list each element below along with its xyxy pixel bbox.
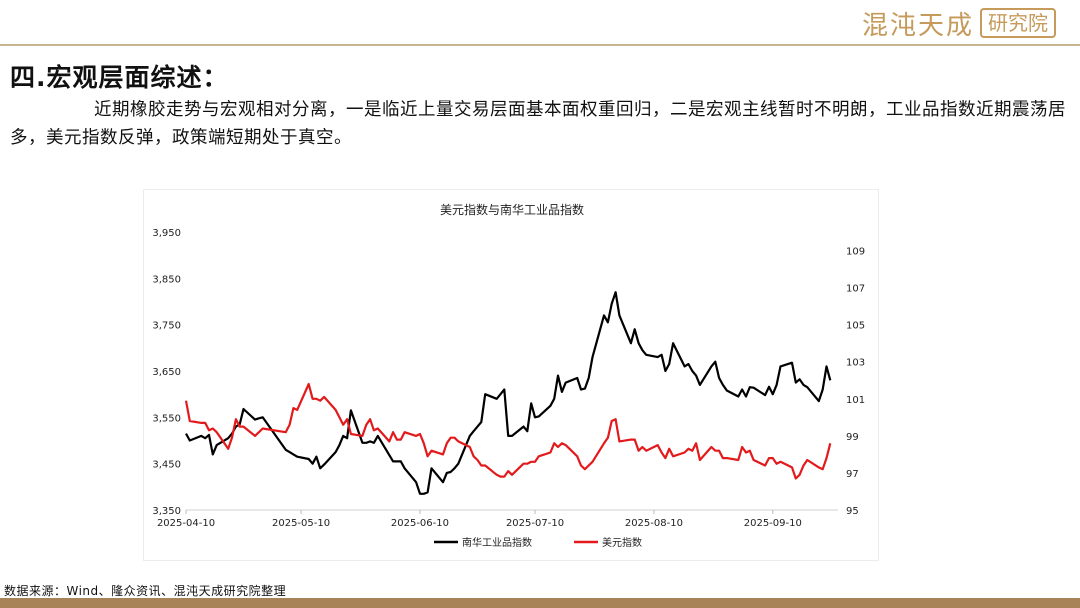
header-divider xyxy=(0,44,1080,46)
y-right-tick-label: 103 xyxy=(846,358,865,369)
y-right-tick-label: 101 xyxy=(846,395,865,406)
y-right-tick-label: 97 xyxy=(846,469,859,480)
source-note: 数据来源：Wind、隆众资讯、混沌天成研究院整理 xyxy=(4,584,287,598)
y-right-tick-label: 107 xyxy=(846,284,865,295)
logo-institute-badge: 研究院 xyxy=(980,8,1056,38)
x-tick-label: 2025-04-10 xyxy=(157,518,215,529)
y-right-tick-label: 95 xyxy=(846,506,859,517)
x-tick-label: 2025-06-10 xyxy=(391,518,449,529)
summary-paragraph: 近期橡胶走势与宏观相对分离，一是临近上量交易层面基本面权重回归，二是宏观主线暂时… xyxy=(10,100,1066,148)
x-tick-label: 2025-08-10 xyxy=(625,518,683,529)
y-left-tick-label: 3,650 xyxy=(152,367,181,378)
y-left-tick-label: 3,950 xyxy=(152,228,181,239)
y-left-tick-label: 3,350 xyxy=(152,506,181,517)
y-left-tick-label: 3,750 xyxy=(152,321,181,332)
y-left-tick-label: 3,850 xyxy=(152,274,181,285)
logo-brand-text: 混沌天成 xyxy=(861,10,974,41)
y-right-tick-label: 105 xyxy=(846,321,865,332)
line-chart: 美元指数与南华工业品指数 3,350 3,450 3,550 3,650 3,750 3,8… xyxy=(152,202,865,549)
legend-label: 美元指数 xyxy=(602,536,642,549)
y-left-tick-label: 3,450 xyxy=(152,460,181,471)
section-title: 四.宏观层面综述： xyxy=(10,63,229,92)
footer-bar xyxy=(0,598,1080,608)
y-right-tick-label: 99 xyxy=(846,432,859,443)
brand-logo: 混沌天成 研究院 xyxy=(862,8,1056,41)
x-tick-label: 2025-07-10 xyxy=(506,518,564,529)
chart-card: 美元指数与南华工业品指数 3,350 3,450 3,550 3,650 3,750 3,8… xyxy=(143,189,879,561)
y-right-tick-label: 109 xyxy=(846,247,865,258)
y-left-tick-label: 3,550 xyxy=(152,413,181,424)
x-tick-label: 2025-05-10 xyxy=(272,518,330,529)
legend-label: 南华工业品指数 xyxy=(462,536,532,549)
x-tick-label: 2025-09-10 xyxy=(744,518,802,529)
series-line-usd xyxy=(184,382,832,480)
series-line-nanhua xyxy=(185,291,832,495)
chart-title: 美元指数与南华工业品指数 xyxy=(440,202,584,217)
